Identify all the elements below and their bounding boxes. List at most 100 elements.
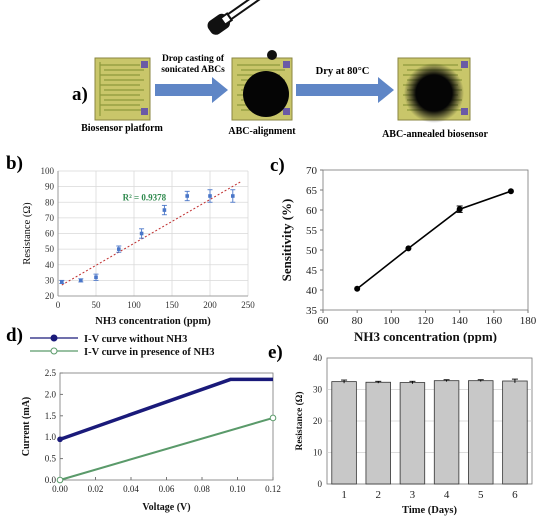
x-axis-label: NH3 concentration (ppm) [354, 329, 497, 343]
abc-alignment-chip-icon [231, 57, 293, 121]
y-tick-label: 50 [45, 244, 55, 254]
y-tick-label: 20 [313, 416, 323, 426]
x-tick-label: 4 [444, 489, 450, 501]
y-axis-label: Resistance (Ω) [294, 391, 305, 450]
data-point [56, 476, 64, 484]
arrow-2-text: Dry at 80°C [315, 66, 370, 77]
data-point [269, 414, 277, 422]
bar [399, 382, 426, 485]
x-tick-label: 50 [92, 300, 102, 310]
data-point [94, 275, 98, 280]
data-point [79, 278, 83, 283]
x-tick-label: 150 [165, 300, 179, 310]
y-tick-label: 20 [45, 291, 55, 301]
y-axis-label: Sensitivity (%) [279, 199, 294, 282]
panel-a-label: a) [72, 84, 88, 105]
data-point [57, 436, 63, 443]
plot-frame [322, 169, 529, 311]
bar [502, 380, 528, 485]
arrow-1-text-line-1: Drop casting of [161, 54, 225, 64]
x-tick-label: 180 [520, 315, 537, 327]
x-tick-label: 6 [512, 489, 518, 501]
y-tick-label: 10 [313, 448, 323, 458]
data-point [405, 245, 412, 252]
series-line [356, 190, 512, 290]
y-tick-label: 2.0 [45, 389, 57, 399]
x-tick-label: 0.02 [88, 484, 104, 494]
dropper-icon [207, 0, 263, 35]
x-tick-label: 0.04 [123, 484, 139, 494]
data-point [354, 285, 361, 292]
y-tick-label: 65 [306, 185, 318, 197]
y-tick-label: 35 [306, 305, 318, 317]
chart-c: 60 80 100 120 140 160 180 35 40 45 50 55 60 65 70 NH3 c… [279, 165, 537, 343]
x-tick-label: 140 [451, 315, 468, 327]
series-line [59, 377, 273, 441]
x-axis-label: Time (Days) [402, 505, 457, 516]
bar [468, 380, 494, 485]
y-tick-label: 0 [318, 479, 323, 489]
y-tick-label: 90 [45, 182, 55, 192]
legend-label: I-V curve in presence of NH3 [84, 347, 215, 358]
step-1-caption: Biosensor platform [81, 123, 163, 134]
data-point [162, 208, 167, 212]
y-tick-label: 40 [313, 353, 323, 363]
panel-a: a) [0, 0, 550, 150]
panel-e-label: e) [268, 342, 283, 363]
x-tick-label: 80 [352, 315, 364, 327]
y-tick-label: 70 [45, 213, 55, 223]
y-tick-label: 100 [41, 166, 55, 176]
x-tick-label: 200 [203, 300, 217, 310]
data-point [185, 194, 189, 198]
data-point [456, 206, 463, 213]
bar [433, 380, 460, 485]
x-tick-label: 0.00 [52, 484, 68, 494]
x-tick-label: 120 [417, 315, 434, 327]
x-tick-label: 3 [410, 489, 416, 501]
y-tick-label: 2.5 [45, 368, 57, 378]
legend-marker [50, 347, 58, 355]
y-tick-label: 0.0 [45, 475, 57, 485]
arrow-1-icon [155, 77, 228, 103]
x-tick-label: 0.06 [159, 484, 175, 494]
y-tick-label: 50 [306, 245, 318, 257]
x-tick-label: 160 [486, 315, 503, 327]
y-tick-label: 80 [45, 197, 55, 207]
y-tick-label: 55 [306, 225, 318, 237]
bar [365, 381, 391, 485]
y-tick-label: 60 [306, 205, 318, 217]
data-point [208, 194, 212, 198]
arrow-1-text: Drop casting of sonicated ABCs [158, 54, 228, 76]
step-2-caption: ABC-alignment [228, 126, 296, 137]
data-point [507, 188, 514, 195]
chart-b: 0 50 100 150 200 250 20 30 40 50 60 70 80 90 100 R² = 0… [22, 166, 255, 327]
x-tick-label: 2 [376, 489, 382, 501]
y-tick-label: 1.5 [45, 411, 57, 421]
data-point [60, 280, 64, 284]
data-point [231, 194, 235, 198]
biosensor-chip-icon [94, 57, 151, 121]
arrow-1-text-line-2: sonicated ABCs [161, 65, 225, 75]
data-point [139, 231, 144, 236]
x-tick-label: 0 [56, 300, 61, 310]
chart-d: 0.00 0.02 0.04 0.06 0.08 0.10 0.12 0.0 0.5 1.0 1.5… [21, 334, 281, 513]
bar [331, 381, 357, 485]
y-tick-label: 45 [306, 265, 318, 277]
chart-e: 0 10 20 30 40 1 2 3 4 5 6 Time (Days) Resistance (Ω) [294, 353, 533, 516]
panel-c-label: c) [270, 155, 285, 176]
drop-icon [267, 50, 277, 60]
arrow-2-icon [296, 77, 394, 103]
series-line [59, 416, 274, 481]
x-tick-label: 60 [318, 315, 330, 327]
x-tick-label: 100 [383, 315, 400, 327]
annealed-chip-icon [397, 57, 471, 123]
panel-b-label: b) [6, 153, 23, 174]
y-axis-label: Current (mA) [21, 397, 32, 457]
panel-d-label: d) [6, 325, 23, 346]
x-tick-label: 250 [241, 300, 255, 310]
panel-a-schematic [94, 0, 471, 123]
y-tick-label: 40 [45, 260, 55, 270]
x-axis-label: Voltage (V) [142, 502, 190, 513]
x-tick-label: 100 [127, 300, 141, 310]
y-tick-label: 30 [45, 275, 55, 285]
